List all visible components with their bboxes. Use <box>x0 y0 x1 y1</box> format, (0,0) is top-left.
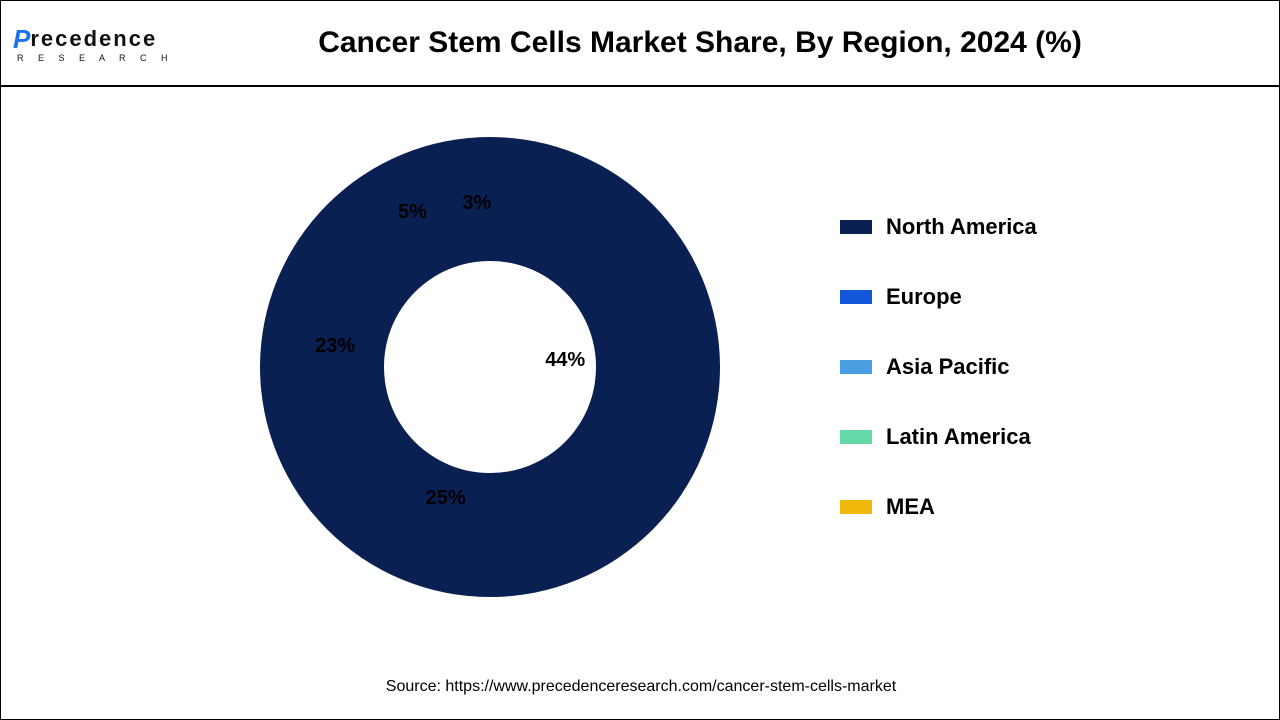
pct-label: 3% <box>462 192 491 215</box>
pct-label: 5% <box>398 201 427 224</box>
legend-item: Europe <box>840 284 1160 310</box>
legend-label: Latin America <box>886 424 1031 450</box>
legend-item: Asia Pacific <box>840 354 1160 380</box>
donut-chart: 44% 25% 23% 5% 3% <box>260 137 720 597</box>
legend: North America Europe Asia Pacific Latin Ame… <box>840 214 1160 520</box>
pct-label: 25% <box>426 487 466 510</box>
logo-subtext: R E S E A R C H <box>17 53 213 63</box>
chart-title: Cancer Stem Cells Market Share, By Regio… <box>213 26 1267 60</box>
logo: P recedence R E S E A R C H <box>13 13 213 73</box>
legend-swatch <box>840 430 872 444</box>
logo-main: P recedence <box>13 24 213 55</box>
header: P recedence R E S E A R C H Cancer Stem … <box>1 1 1279 87</box>
legend-swatch <box>840 220 872 234</box>
pct-label: 23% <box>315 335 355 358</box>
legend-label: MEA <box>886 494 935 520</box>
legend-swatch <box>840 500 872 514</box>
legend-swatch <box>840 290 872 304</box>
chart-area: 44% 25% 23% 5% 3% North America Europe Asia Pa… <box>1 87 1279 647</box>
legend-label: North America <box>886 214 1037 240</box>
legend-item: North America <box>840 214 1160 240</box>
legend-item: MEA <box>840 494 1160 520</box>
pct-label: 44% <box>545 349 585 372</box>
legend-swatch <box>840 360 872 374</box>
legend-label: Europe <box>886 284 962 310</box>
legend-label: Asia Pacific <box>886 354 1010 380</box>
logo-text: recedence <box>30 26 157 52</box>
source-text: Source: https://www.precedenceresearch.c… <box>1 678 1280 696</box>
legend-item: Latin America <box>840 424 1160 450</box>
